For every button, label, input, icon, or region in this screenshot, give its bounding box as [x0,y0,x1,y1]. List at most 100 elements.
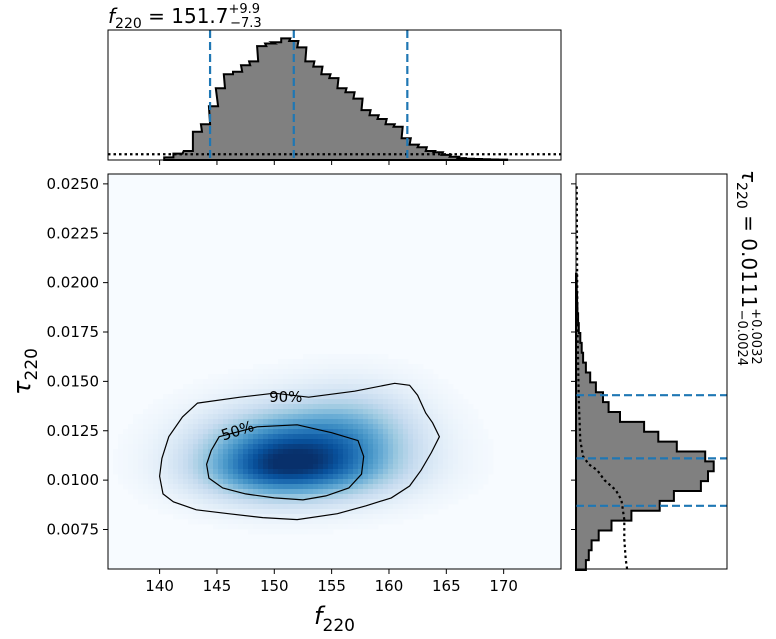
heatmap-cell [268,474,274,480]
heatmap-cell [253,489,259,495]
heatmap-cell [168,404,174,410]
heatmap-cell [308,374,314,380]
heatmap-cell [228,469,234,475]
heatmap-cell [488,444,494,450]
heatmap-cell [378,409,384,415]
heatmap-cell [323,384,329,390]
contour-label: 90% [269,388,302,406]
heatmap-cell [423,469,429,475]
heatmap-cell [378,449,384,455]
heatmap-cell [143,454,149,460]
heatmap-cell [373,459,379,465]
heatmap-cell [283,419,289,425]
heatmap-cell [383,509,389,515]
heatmap-cell [193,394,199,400]
heatmap-cell [273,524,279,530]
heatmap-cell [308,454,314,460]
heatmap-cell [368,459,374,465]
heatmap-cell [283,514,289,520]
heatmap-cell [298,524,304,530]
heatmap-cell [323,504,329,510]
heatmap-cell [288,474,294,480]
heatmap-cell [178,434,184,440]
heatmap-cell [343,504,349,510]
heatmap-cell [183,394,189,400]
heatmap-cell [353,364,359,370]
heatmap-cell [448,494,454,500]
heatmap-cell [263,489,269,495]
heatmap-cell [163,449,169,455]
heatmap-cell [488,449,494,455]
heatmap-cell [178,389,184,395]
heatmap-cell [313,389,319,395]
heatmap-cell [403,409,409,415]
heatmap-cell [323,439,329,445]
heatmap-cell [318,354,324,360]
heatmap-cell [388,514,394,520]
heatmap-cell [298,464,304,470]
heatmap-cell [113,469,119,475]
contour-90-line [158,382,441,521]
heatmap-cell [168,454,174,460]
heatmap-cell [148,454,154,460]
right-title-minus: −0.0024 [734,310,749,366]
heatmap-cell [378,384,384,390]
heatmap-cell [333,424,339,430]
heatmap-cell [203,514,209,520]
heatmap-cell [463,444,469,450]
heatmap-cell [203,459,209,465]
heatmap-cell [343,419,349,425]
heatmap-cell [133,419,139,425]
heatmap-cell [428,434,434,440]
heatmap-cell [153,469,159,475]
heatmap-cell [298,529,304,535]
heatmap-cell [398,414,404,420]
heatmap-cell [228,389,234,395]
heatmap-cell [288,399,294,405]
heatmap-cell [258,469,264,475]
heatmap-cell [118,474,124,480]
heatmap-cell [278,419,284,425]
heatmap-cell [248,384,254,390]
heatmap-cell [348,489,354,495]
heatmap-cell [308,529,314,535]
heatmap-cell [218,524,224,530]
heatmap-cell [168,504,174,510]
heatmap-cell [308,459,314,465]
heatmap-cell [428,429,434,435]
heatmap-cell [143,439,149,445]
heatmap-cell [178,459,184,465]
heatmap-cell [318,394,324,400]
heatmap-cell [358,489,364,495]
heatmap-cell [308,419,314,425]
heatmap-cell [293,429,299,435]
heatmap-cell [133,454,139,460]
heatmap-cell [233,524,239,530]
heatmap-cell [363,489,369,495]
heatmap-cell [468,459,474,465]
heatmap-cell [398,509,404,515]
heatmap-cell [358,469,364,475]
heatmap-cell [373,454,379,460]
heatmap-cell [458,394,464,400]
heatmap-cell [258,509,264,515]
heatmap-cell [348,404,354,410]
heatmap-cell [153,474,159,480]
heatmap-cell [398,444,404,450]
heatmap-cell [413,509,419,515]
heatmap-cell [233,409,239,415]
heatmap-cell [203,384,209,390]
heatmap-cell [223,384,229,390]
heatmap-cell [443,389,449,395]
heatmap-cell [363,504,369,510]
heatmap-cell [408,479,414,485]
heatmap-cell [293,479,299,485]
y-axis-label-group: τ220 [8,348,42,395]
heatmap-cell [283,369,289,375]
heatmap-cell [338,424,344,430]
heatmap-cell [178,489,184,495]
heatmap-cell [313,464,319,470]
heatmap-cell [413,369,419,375]
heatmap-cell [338,489,344,495]
heatmap-cell [313,519,319,525]
